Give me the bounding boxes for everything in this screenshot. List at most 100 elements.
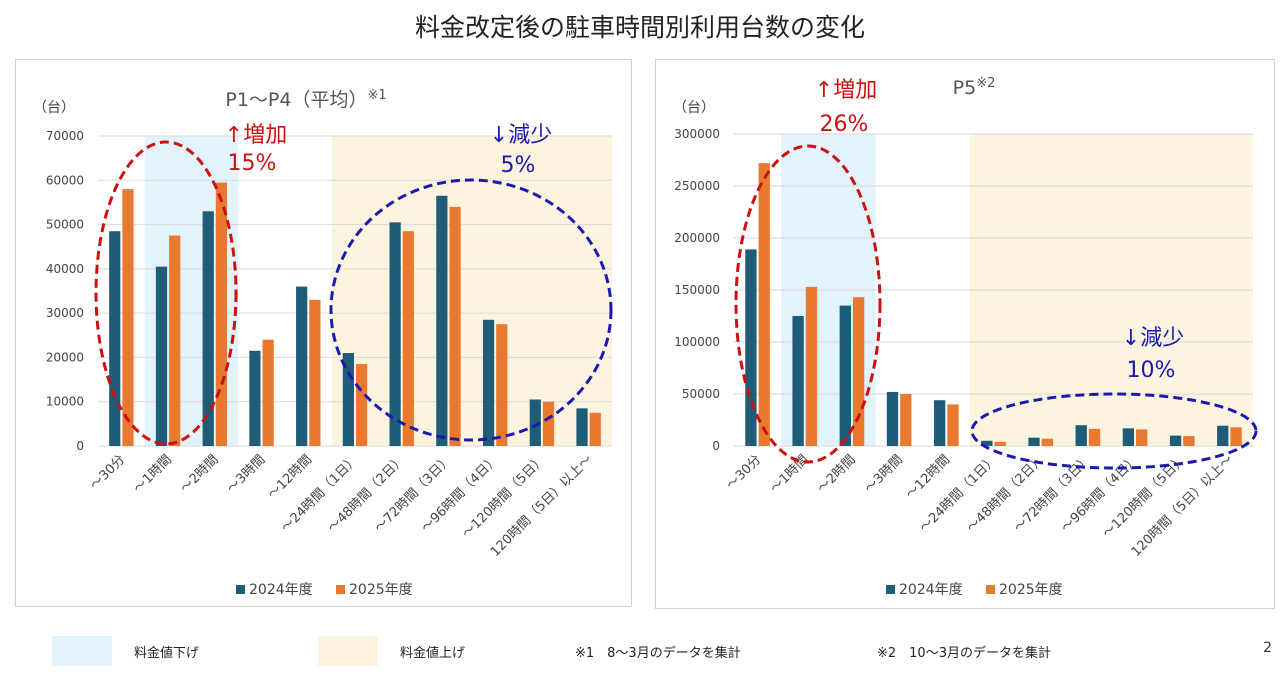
y-tick-label: 20000: [46, 350, 84, 364]
increase-ellipse: [94, 140, 238, 446]
bar-2025: [169, 235, 181, 446]
bar-2024: [1169, 435, 1182, 446]
note-2-text: ※2 10～3月のデータを集計: [877, 645, 1051, 661]
bar-2024: [529, 399, 541, 446]
chart-title-text: P5: [953, 77, 977, 99]
bar-2024: [389, 222, 401, 446]
bar-2024: [839, 305, 851, 446]
bar-2025: [589, 412, 601, 446]
bar-2025: [1230, 427, 1242, 446]
bar-2024: [1217, 425, 1229, 446]
bar-2024: [436, 195, 448, 446]
increase-label: ↑増加: [225, 123, 287, 148]
bar-2024: [202, 211, 214, 446]
bar-2024: [109, 231, 121, 446]
bar-2024: [249, 350, 261, 446]
bar-2025: [356, 364, 368, 446]
y-tick-label: 100000: [674, 335, 720, 349]
bar-2025: [1041, 438, 1054, 446]
y-tick-label: 200000: [674, 231, 720, 245]
bar-2024: [1075, 425, 1087, 446]
bar-2024: [981, 440, 993, 446]
chart-panel-p1-p4: 0 10000 20000 30000 40000 50000 60000 70000 ～30分…: [15, 59, 632, 607]
bar-2025: [1136, 429, 1148, 446]
bar-2025: [122, 189, 134, 446]
y-tick-label: 30000: [46, 306, 84, 320]
bar-2025: [758, 163, 770, 446]
bar-2025: [262, 339, 274, 446]
price-down-legend: 料金値下げ: [52, 636, 199, 666]
y-axis-label: （台）: [33, 100, 75, 116]
bar-2025: [852, 297, 865, 446]
category-label: ～3時間: [862, 452, 906, 496]
legend-swatch-2025: [336, 585, 345, 594]
price-up-legend: 料金値上げ: [318, 636, 465, 666]
bar-2024: [482, 319, 495, 446]
bar-2025: [309, 299, 321, 446]
y-tick-label: 50000: [682, 387, 720, 401]
bar-2024: [1122, 428, 1135, 446]
note-2: ※2 10～3月のデータを集計: [877, 636, 1051, 666]
decrease-ellipse: [970, 392, 1258, 470]
chart-p1-p4: 0 10000 20000 30000 40000 50000 60000 70000 ～30分…: [33, 88, 613, 598]
bar-2025: [215, 182, 228, 446]
bar-2025: [805, 286, 818, 446]
bar-2024: [155, 266, 168, 446]
category-label: ～30分: [88, 452, 129, 493]
legend-label-2025: 2025年度: [349, 582, 413, 598]
legend-label-2024: 2024年度: [249, 582, 313, 598]
legend-swatch-2025: [986, 585, 995, 594]
decrease-percent: 10%: [1127, 358, 1176, 383]
y-tick-label: 300000: [674, 127, 720, 141]
legend-label-2025: 2025年度: [999, 582, 1063, 598]
y-tick-label: 70000: [46, 129, 84, 143]
legend-swatch-2024: [886, 585, 895, 594]
category-label: ～120時間（5日）: [460, 452, 549, 541]
y-tick-label: 50000: [46, 218, 84, 232]
chart-p5: 0 50000 100000 150000 200000 250000 300000 ～30分…: [673, 76, 1258, 598]
slide-title: 料金改定後の駐車時間別利用台数の変化: [414, 13, 865, 42]
bar-2025: [449, 206, 461, 446]
decrease-percent: 5%: [501, 153, 536, 178]
price-up-region: [331, 136, 612, 446]
page-number: 2: [1263, 640, 1272, 656]
bar-2024: [296, 286, 308, 446]
bar-2024: [342, 353, 354, 446]
increase-label: ↑増加: [815, 78, 877, 103]
chart-title: P5※2: [953, 76, 996, 99]
category-label: ～30分: [724, 452, 765, 493]
legend-swatch-2024: [236, 585, 245, 594]
chart-title-note: ※1: [367, 88, 386, 103]
bar-2025: [994, 441, 1006, 446]
bar-2025: [1088, 428, 1101, 446]
increase-ellipse: [734, 144, 882, 464]
bar-2024: [576, 408, 588, 446]
chart-title: P1～P4（平均）※1: [225, 88, 386, 111]
category-label: ～12時間: [903, 452, 953, 502]
decrease-label: ↓減少: [1122, 326, 1184, 351]
category-label: ～3時間: [224, 452, 268, 496]
category-label: ～1時間: [768, 452, 812, 496]
y-tick-label: 150000: [674, 283, 720, 297]
price-up-label: 料金値上げ: [400, 645, 466, 661]
y-tick-label: 60000: [46, 173, 84, 187]
note-1: ※1 8～3月のデータを集計: [575, 636, 741, 666]
y-tick-label: 0: [712, 439, 720, 453]
y-tick-label: 0: [76, 439, 84, 453]
chart-title-note: ※2: [976, 76, 995, 91]
y-axis-label: （台）: [673, 100, 715, 116]
y-tick-label: 250000: [674, 179, 720, 193]
price-down-swatch: [52, 636, 112, 666]
note-1-text: ※1 8～3月のデータを集計: [575, 645, 741, 661]
legend-label-2024: 2024年度: [899, 582, 963, 598]
decrease-ellipse: [329, 178, 613, 442]
category-label: ～1時間: [131, 452, 175, 496]
y-tick-label: 10000: [46, 395, 84, 409]
category-label: ～2時間: [178, 452, 222, 496]
bar-2024: [745, 249, 757, 446]
bar-2024: [792, 316, 804, 446]
decrease-label: ↓減少: [490, 123, 552, 148]
bar-2024: [886, 391, 899, 446]
price-up-swatch: [318, 636, 378, 666]
bar-2025: [542, 401, 555, 446]
